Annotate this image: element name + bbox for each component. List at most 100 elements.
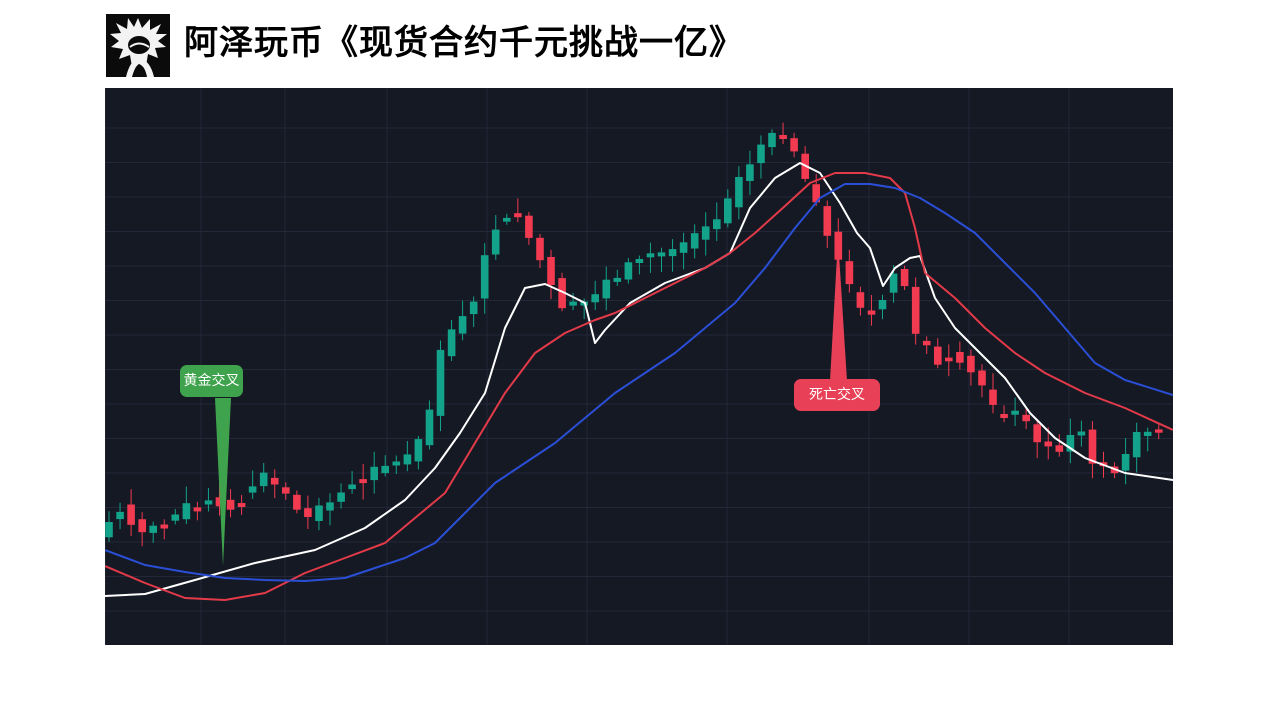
candle-body-71 [889, 273, 898, 293]
candlestick-chart: 黄金交叉 死亡交叉 [105, 88, 1173, 645]
candle-body-19 [315, 505, 323, 521]
ma-fast-line [105, 162, 1173, 597]
candle-body-49 [646, 253, 655, 258]
candle-body-10 [215, 497, 224, 507]
candle-body-56 [724, 198, 732, 224]
candle-body-9 [204, 500, 213, 505]
candle-body-16 [282, 487, 290, 494]
candle-body-94 [1143, 431, 1152, 436]
golden-cross-label: 黄金交叉 [180, 365, 243, 397]
candle-body-21 [337, 492, 345, 502]
candle-body-92 [1121, 454, 1130, 471]
candle-body-34 [480, 255, 489, 299]
candle-body-30 [436, 349, 445, 416]
candle-body-8 [193, 507, 202, 512]
candle-body-55 [713, 219, 721, 230]
candle-body-60 [768, 132, 776, 148]
candle-body-7 [182, 503, 191, 520]
candle-body-11 [226, 499, 235, 510]
candle-body-27 [403, 454, 412, 465]
candle-body-67 [845, 261, 854, 285]
candle-body-53 [690, 233, 699, 249]
page-title: 阿泽玩币《现货合约千元挑战一亿》 [184, 23, 744, 63]
candle-body-65 [823, 206, 832, 236]
candle-body-75 [934, 346, 942, 365]
candle-body-81 [1000, 414, 1008, 418]
candle-body-57 [735, 177, 743, 208]
golden-cross-pointer [215, 398, 231, 566]
candle-body-4 [149, 525, 157, 533]
candle-body-23 [359, 479, 367, 484]
candle-body-78 [967, 355, 975, 373]
candle-body-31 [447, 329, 456, 357]
candle-body-46 [613, 277, 622, 282]
candle-body-62 [790, 138, 798, 152]
candle-body-89 [1088, 429, 1097, 464]
candle-body-1 [116, 511, 124, 520]
candle-body-42 [569, 301, 577, 306]
candle-body-82 [1011, 410, 1019, 415]
candle-body-2 [127, 504, 135, 525]
candle-body-15 [270, 477, 279, 485]
candle-body-48 [635, 259, 644, 263]
chart-plot-area [105, 88, 1173, 645]
candle-body-0 [105, 522, 113, 538]
candle-body-28 [414, 439, 423, 462]
candle-body-22 [348, 484, 356, 490]
candle-body-13 [248, 486, 257, 493]
candle-body-47 [624, 262, 633, 280]
candle-body-37 [514, 213, 522, 218]
death-cross-label: 死亡交叉 [794, 379, 880, 411]
candle-body-44 [591, 294, 599, 303]
candle-body-54 [701, 226, 710, 240]
candle-body-86 [1055, 445, 1064, 452]
candle-body-88 [1077, 431, 1086, 436]
candle-body-68 [856, 292, 865, 308]
candle-body-35 [491, 229, 500, 255]
candle-body-52 [679, 242, 688, 253]
spiky-hair-avatar-logo-icon [110, 18, 167, 77]
candle-body-59 [757, 144, 765, 164]
candle-body-20 [326, 502, 334, 511]
candle-body-24 [370, 466, 378, 481]
candle-body-76 [945, 357, 953, 362]
candle-body-6 [171, 514, 180, 521]
candle-body-12 [237, 503, 246, 507]
candle-body-84 [1033, 424, 1041, 443]
death-cross-pointer [830, 238, 847, 381]
candle-body-14 [259, 472, 268, 487]
candle-body-25 [381, 465, 389, 474]
candle-body-38 [525, 215, 533, 238]
candle-body-69 [867, 310, 876, 315]
candle-body-74 [922, 340, 931, 346]
candle-body-32 [458, 316, 467, 334]
candle-body-72 [900, 269, 909, 287]
ma-slow-line [105, 183, 1173, 582]
candle-body-5 [160, 524, 169, 529]
candle-body-77 [956, 352, 964, 363]
candle-body-80 [989, 389, 997, 405]
candle-body-17 [293, 494, 301, 510]
candle-body-39 [536, 237, 544, 261]
candle-body-87 [1066, 435, 1075, 452]
candle-body-61 [779, 135, 787, 139]
candle-body-79 [978, 370, 986, 386]
candle-body-64 [812, 184, 820, 203]
candle-body-51 [668, 249, 677, 257]
candle-body-29 [425, 409, 434, 446]
candle-body-41 [558, 278, 566, 309]
candle-body-73 [911, 286, 920, 334]
candle-body-50 [657, 252, 666, 257]
candle-body-36 [503, 217, 511, 222]
candle-body-95 [1155, 429, 1163, 433]
candle-body-70 [878, 300, 887, 310]
candle-body-18 [304, 508, 312, 517]
ma-mid-line [105, 172, 1173, 601]
candle-body-45 [602, 279, 611, 299]
candle-body-83 [1022, 414, 1030, 422]
candle-body-3 [138, 519, 146, 533]
candle-body-58 [746, 164, 754, 181]
candle-body-33 [469, 301, 478, 315]
candle-body-93 [1132, 432, 1141, 458]
candle-body-26 [392, 461, 401, 466]
